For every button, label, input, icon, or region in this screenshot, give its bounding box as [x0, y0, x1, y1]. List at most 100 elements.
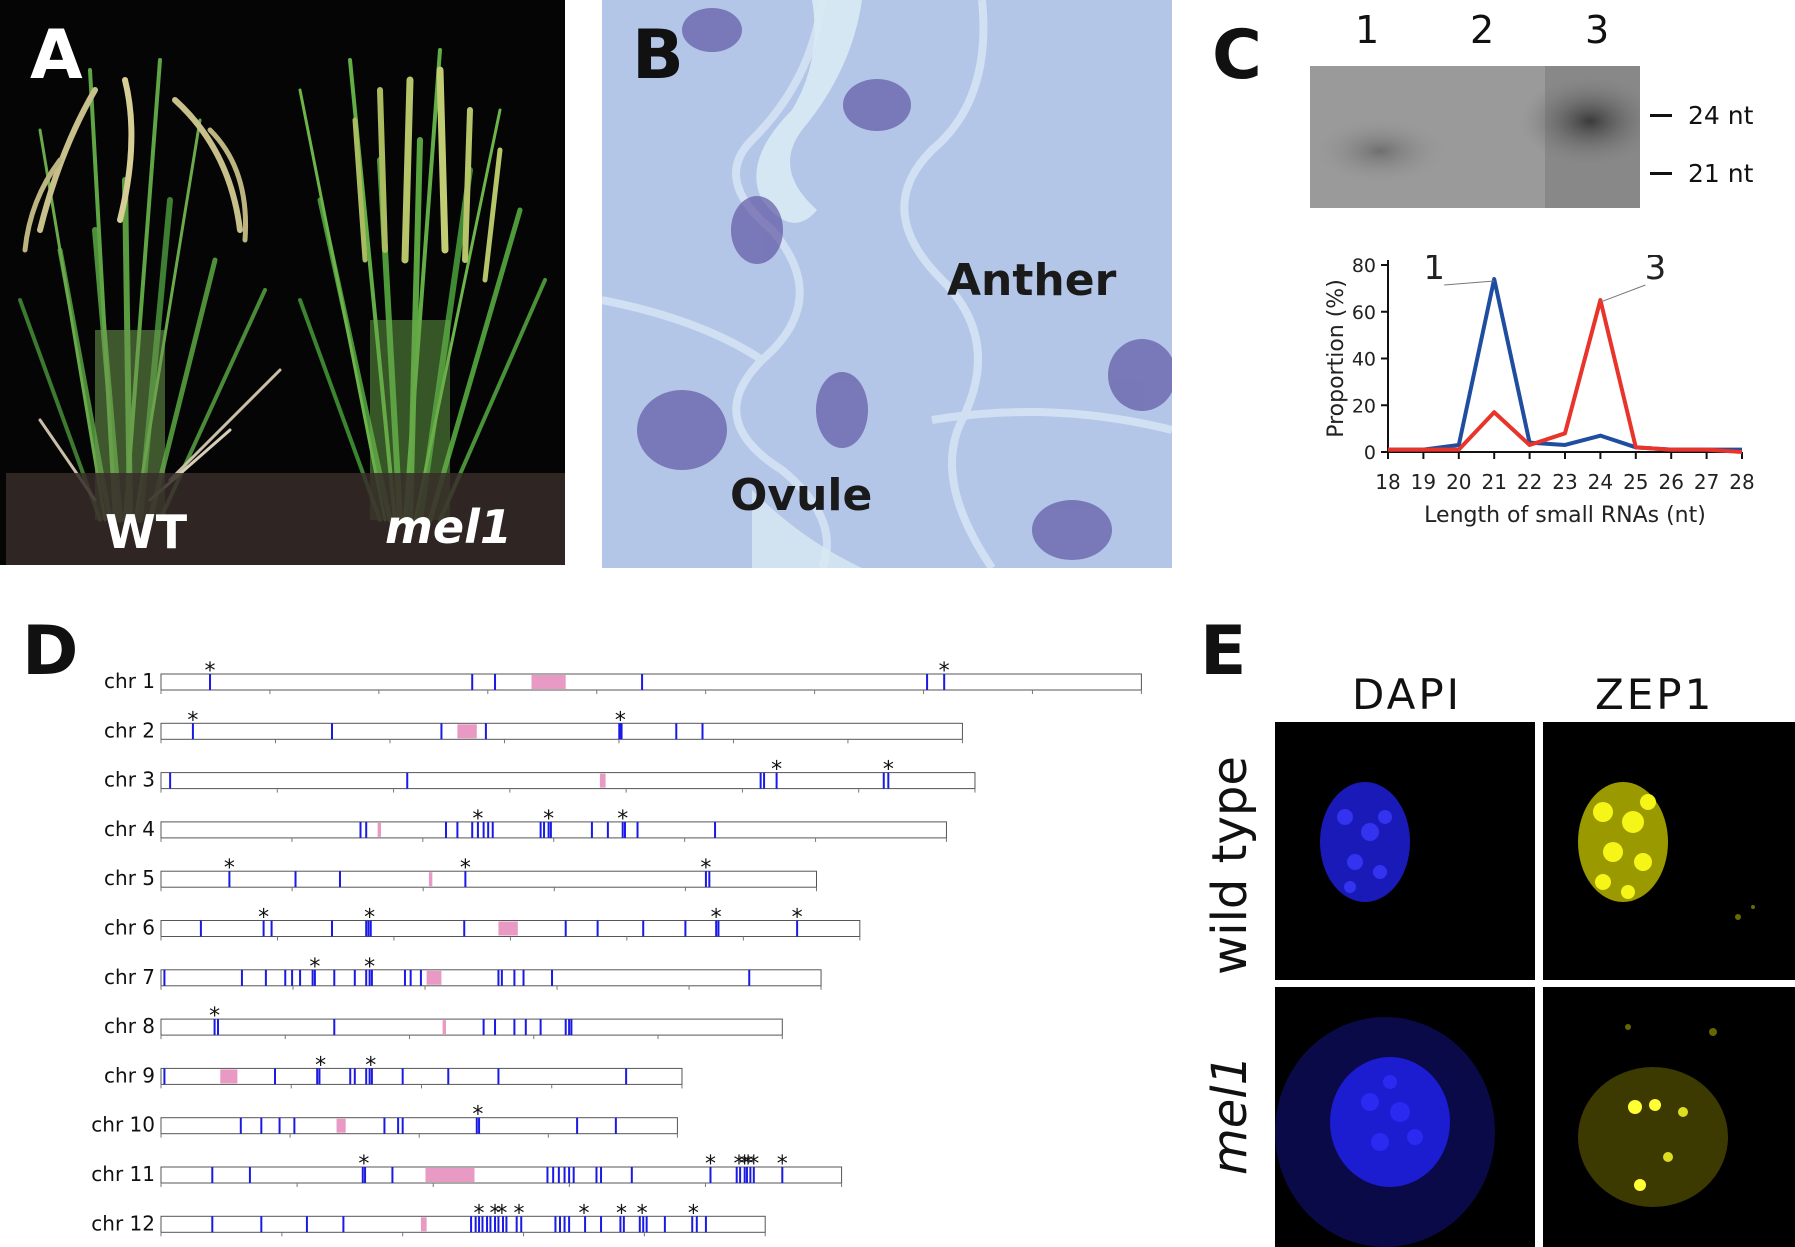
- chromosome-bar: [160, 1166, 843, 1184]
- star-marker: *: [205, 659, 216, 684]
- star-marker: *: [939, 659, 950, 684]
- centromere-region: [220, 1069, 238, 1084]
- chromosome-bar: [160, 870, 817, 888]
- star-marker: *: [472, 807, 483, 832]
- dapi-column-label: DAPI: [1352, 670, 1463, 719]
- star-marker: *: [743, 1152, 754, 1177]
- star-marker: *: [733, 1152, 744, 1177]
- ovule-label: Ovule: [730, 470, 873, 521]
- x-tick-label: 18: [1375, 470, 1400, 494]
- star-marker: *: [315, 1053, 326, 1078]
- x-tick-label: 20: [1446, 470, 1471, 494]
- star-marker: *: [224, 856, 235, 881]
- panel-e-letter: E: [1200, 612, 1247, 691]
- star-marker: *: [748, 1152, 759, 1177]
- small-rna-length-chart: 0 20 40 60 80 18 19 20 21 22 23 24 25 26 27 28 Length of…: [1324, 255, 1755, 528]
- wt-dapi-image: [1275, 722, 1535, 980]
- x-tick-label: 26: [1658, 470, 1683, 494]
- x-tick-label: 19: [1411, 470, 1436, 494]
- y-tick-label: 60: [1352, 302, 1376, 324]
- chromosome-label: chr 1: [104, 669, 155, 693]
- centromere-region: [425, 1168, 475, 1182]
- chromosome-bar: [160, 1067, 683, 1085]
- gel-lane-3-label: 3: [1585, 8, 1610, 52]
- series-callout-line: [1600, 284, 1646, 303]
- y-tick-label: 40: [1352, 349, 1376, 371]
- y-axis-label: Proportion (%): [1324, 279, 1349, 438]
- panel-b-insitu-image: B Anther Ovule: [602, 0, 1172, 568]
- chromosome-label: chr 8: [104, 1014, 155, 1038]
- centromere-region: [420, 1217, 427, 1232]
- chromosome-label: chr 7: [104, 965, 155, 989]
- x-tick-label: 21: [1481, 470, 1506, 494]
- star-marker: *: [578, 1201, 589, 1226]
- panel-c-letter: C: [1212, 16, 1262, 95]
- chromosome-label: chr 4: [104, 817, 155, 841]
- x-tick-label: 22: [1517, 470, 1542, 494]
- chromosome-bar: [160, 1215, 766, 1233]
- chromosome-bar: [160, 969, 822, 987]
- chromosome-label: chr 5: [104, 866, 155, 890]
- chromosome-bar: [160, 772, 976, 790]
- gel-lane-1-label: 1: [1355, 8, 1380, 52]
- star-marker: *: [513, 1201, 524, 1226]
- chromosome-label: chr 9: [104, 1063, 155, 1087]
- star-marker: *: [616, 1201, 627, 1226]
- panel-b-letter: B: [632, 16, 684, 95]
- centromere-region: [498, 921, 518, 936]
- marker-21nt-label: 21 nt: [1688, 159, 1754, 188]
- star-marker: *: [474, 1201, 485, 1226]
- wt-zep1-image: [1543, 722, 1795, 980]
- centromere-region: [428, 872, 433, 887]
- anther-label: Anther: [947, 255, 1117, 306]
- x-axis-label: Length of small RNAs (nt): [1424, 503, 1706, 528]
- star-marker: *: [771, 758, 782, 783]
- star-marker: *: [711, 906, 722, 931]
- centromere-region: [599, 773, 606, 788]
- chromosome-label: chr 2: [104, 718, 155, 742]
- chromosome-bar: [160, 722, 963, 740]
- star-marker: *: [258, 906, 269, 931]
- star-marker: *: [460, 856, 471, 881]
- star-marker: *: [688, 1201, 699, 1226]
- star-marker: *: [187, 708, 198, 733]
- chromosome-label: chr 10: [91, 1113, 155, 1137]
- x-tick-label: 23: [1552, 470, 1577, 494]
- star-marker: *: [364, 955, 375, 980]
- x-tick-label: 24: [1588, 470, 1613, 494]
- wild-type-row-label: wild type: [1202, 756, 1258, 975]
- panel-a-letter: A: [30, 16, 83, 95]
- x-tick-label: 25: [1623, 470, 1648, 494]
- mel1-dapi-image: [1275, 987, 1535, 1247]
- star-marker: *: [792, 906, 803, 931]
- series-callout-label: 3: [1645, 255, 1667, 288]
- chromosome-label: chr 3: [104, 768, 155, 792]
- centromere-region: [336, 1118, 346, 1133]
- star-marker: *: [309, 955, 320, 980]
- panel-e-immunostaining: DAPI ZEP1 wild type mel1: [1190, 620, 1795, 1247]
- centromere-region: [442, 1020, 446, 1035]
- chromosome-bar: [160, 1117, 678, 1135]
- chromosome-label: chr 12: [91, 1211, 155, 1235]
- series-callout-line: [1444, 280, 1495, 286]
- panel-d-letter: D: [22, 612, 79, 691]
- y-tick-label: 80: [1352, 255, 1376, 277]
- star-marker: *: [543, 807, 554, 832]
- in-situ-micrograph: [602, 0, 1172, 568]
- chromosome-label: chr 6: [104, 916, 155, 940]
- centromere-region: [531, 675, 566, 689]
- star-marker: *: [472, 1103, 483, 1128]
- zep1-column-label: ZEP1: [1595, 670, 1715, 719]
- star-marker: *: [615, 708, 626, 733]
- gel-lane-2-label: 2: [1470, 8, 1495, 52]
- star-marker: *: [777, 1152, 788, 1177]
- star-marker: *: [883, 758, 894, 783]
- series-line-1: [1388, 277, 1742, 452]
- star-marker: *: [700, 856, 711, 881]
- star-marker: *: [209, 1004, 220, 1029]
- star-marker: *: [490, 1201, 501, 1226]
- star-marker: *: [365, 1053, 376, 1078]
- chromosome-map: chr 1 * *chr 2 * *chr 3 * *chr 4 * * *chr 5 * * *chr…: [91, 659, 1142, 1237]
- mel1-label: mel1: [385, 500, 512, 554]
- marker-24nt-tick: [1650, 114, 1672, 117]
